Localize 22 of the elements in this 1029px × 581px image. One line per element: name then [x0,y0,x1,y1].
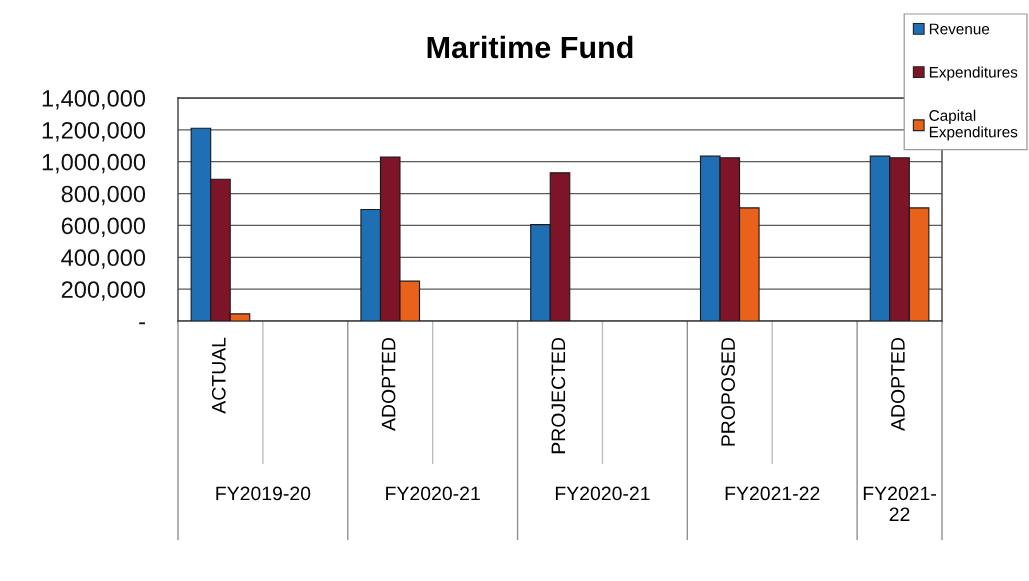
y-tick-label: - [139,322,145,325]
y-tick-label: 1,000,000 [42,153,146,174]
x-tick-label: PROPOSED [721,337,735,446]
y-tick-label: 200,000 [61,281,146,301]
legend-label: Capital Expenditures [929,109,1018,141]
x-tick-label: ADOPTED [381,337,396,431]
y-tick-label: 800,000 [61,185,146,206]
y-tick-label: 600,000 [61,217,146,238]
chart-title: Maritime Fund [427,35,633,59]
text: FY2020-21 [386,486,480,501]
text: FY2021-22 [725,486,820,501]
y-tick-label: 400,000 [61,249,146,269]
x-tick-label: ADOPTED [891,337,905,431]
x-tick-label: PROJECTED [551,337,566,454]
legend-label: Revenue [929,23,990,35]
y-tick-label: 1,200,000 [42,121,146,142]
legend-label: Expenditures [929,66,1018,81]
text: FY2019-20 [216,486,311,501]
y-tick-label: 1,400,000 [42,90,146,110]
text: FY2021-22 [863,486,936,522]
text: FY2020-21 [555,486,650,501]
x-tick-label: ACTUAL [211,337,226,414]
